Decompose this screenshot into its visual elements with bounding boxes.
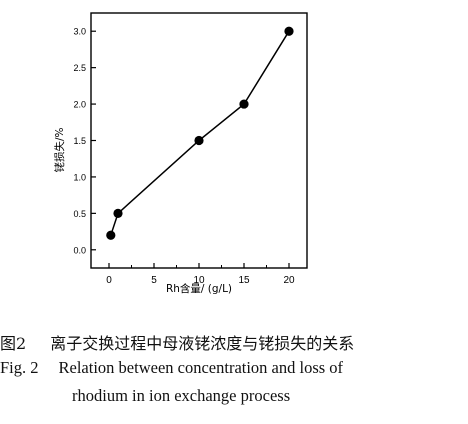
series-line — [110, 30, 290, 236]
caption-chinese: 图2 离子交换过程中母液铑浓度与铑损失的关系 — [0, 330, 354, 354]
y-tick-label: 0.5 — [73, 209, 86, 219]
y-tick-label: 2.0 — [73, 100, 86, 110]
data-point — [113, 208, 123, 218]
y-tick-label: 3.0 — [73, 27, 86, 37]
y-tick-label: 1.5 — [73, 136, 86, 146]
x-tick-label: 0 — [106, 275, 112, 286]
x-tick-label: 5 — [151, 275, 157, 286]
y-tick-label: 0.0 — [73, 245, 86, 255]
data-point — [284, 26, 294, 36]
caption-cn-text: 离子交换过程中母液铑浓度与铑损失的关系 — [50, 334, 355, 353]
caption-cn-number: 图2 — [0, 334, 27, 353]
x-tick-label: 20 — [283, 275, 295, 286]
y-tick-label: 2.5 — [73, 63, 86, 73]
caption-english-line2: rhodium in ion exchange process — [72, 386, 291, 405]
x-axis-label: Rh含量/ (g/L) — [166, 282, 232, 295]
data-point — [194, 135, 204, 146]
data-series — [106, 26, 294, 240]
data-point — [106, 230, 116, 240]
x-tick-label: 10 — [193, 275, 205, 286]
y-axis-ticks: 0.0 0.5 1.0 1.5 2.0 2.5 3.0 — [73, 27, 96, 255]
chart: 0 5 10 15 20 0.0 0.5 1.0 1.5 2.0 2.5 3.0 Rh含量/ (g/… — [53, 12, 308, 295]
caption-en-number: Fig. 2 — [0, 358, 39, 377]
caption-en-text-1: Relation between concentration and loss … — [58, 358, 344, 377]
y-axis-label: 铑损失/% — [53, 127, 66, 172]
caption-english-line1: Fig. 2 Relation between concentration and… — [0, 358, 343, 378]
x-tick-label: 15 — [238, 275, 250, 286]
x-axis-ticks: 0 5 10 15 20 — [106, 263, 295, 286]
data-point — [239, 99, 249, 109]
y-tick-label: 1.0 — [73, 172, 86, 182]
